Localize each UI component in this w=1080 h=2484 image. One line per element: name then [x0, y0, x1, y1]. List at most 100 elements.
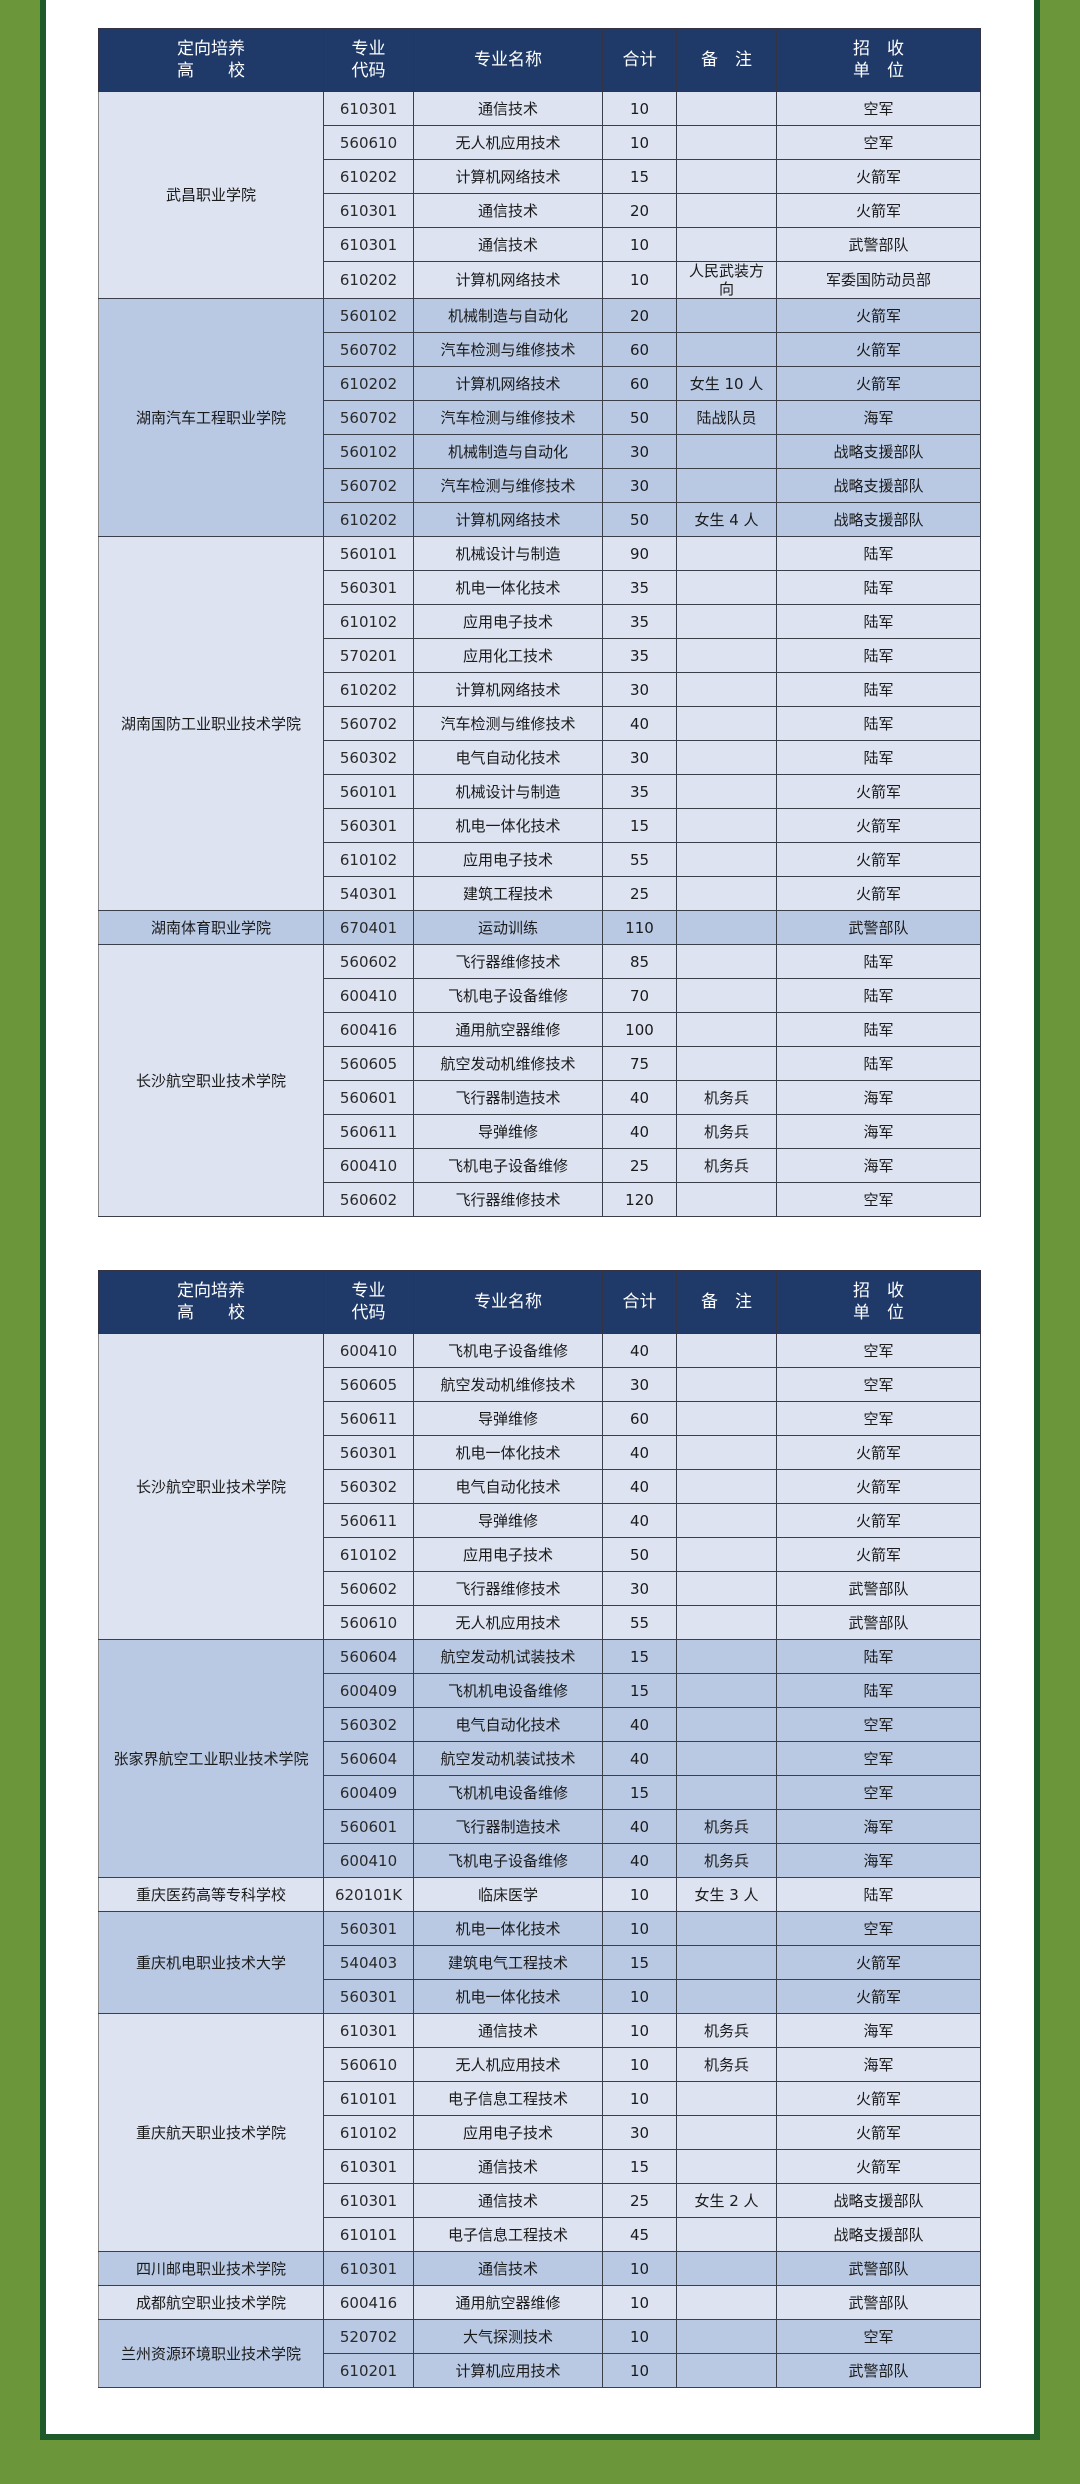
total-cell: 15: [602, 1673, 677, 1708]
recruiting-unit-text: 海军: [863, 2021, 894, 2040]
major-code-text: 560611: [339, 1122, 398, 1141]
major-code-text: 560610: [339, 2055, 398, 2074]
note-cell: [676, 227, 777, 262]
recruiting-unit-cell: 火箭军: [776, 2149, 981, 2184]
note-text: 女生 3 人: [694, 1885, 759, 1904]
note-cell: 女生 10 人: [676, 366, 777, 401]
total-cell: 25: [602, 1148, 677, 1183]
major-name-text: 无人机应用技术: [455, 1613, 561, 1632]
table-row: 560602 飞行器维修技术 30 武警部队: [99, 1571, 981, 1606]
recruiting-unit-cell: 空军: [776, 1775, 981, 1810]
total-cell: 40: [602, 1114, 677, 1149]
major-name-text: 汽车检测与维修技术: [440, 714, 576, 733]
major-name-text: 建筑电气工程技术: [447, 1953, 568, 1972]
college-cell: 武昌职业学院: [98, 91, 324, 299]
major-name-cell: 航空发动机维修技术: [413, 1367, 603, 1402]
table-row: 600410 飞机电子设备维修 25 机务兵 海军: [99, 1148, 981, 1183]
recruiting-unit-cell: 战略支援部队: [776, 502, 981, 537]
recruiting-unit-cell: 火箭军: [776, 2081, 981, 2116]
major-code-text: 560602: [339, 1579, 398, 1598]
note-text: 机务兵: [703, 1122, 749, 1141]
table-row: 600409 飞机机电设备维修 15 空军: [99, 1775, 981, 1810]
recruiting-unit-text: 海军: [863, 1122, 894, 1141]
major-name-text: 航空发动机维修技术: [440, 1375, 576, 1394]
note-cell: [676, 876, 777, 911]
note-text: 女生 4 人: [694, 510, 759, 529]
major-code-text: 560604: [339, 1647, 398, 1666]
total-cell: 40: [602, 1080, 677, 1115]
total-cell: 110: [602, 910, 677, 945]
major-code-text: 560302: [339, 748, 398, 767]
table-row: 610202 计算机网络技术 10 人民武装方向 军委国防动员部: [99, 261, 981, 299]
recruiting-unit-cell: 海军: [776, 2047, 981, 2082]
note-cell: [676, 638, 777, 673]
recruiting-unit-cell: 海军: [776, 1148, 981, 1183]
table-row: 610202 计算机网络技术 30 陆军: [99, 672, 981, 707]
major-name-text: 无人机应用技术: [455, 133, 561, 152]
major-name-cell: 机电一体化技术: [413, 1435, 603, 1470]
major-code-cell: 610301: [323, 193, 414, 228]
recruiting-unit-text: 火箭军: [855, 374, 901, 393]
major-code-cell: 610202: [323, 261, 414, 299]
total-cell: 90: [602, 536, 677, 571]
table-row: 610201 计算机应用技术 10 武警部队: [99, 2353, 981, 2388]
total-text: 30: [629, 748, 650, 767]
note-cell: [676, 944, 777, 979]
major-code-text: 600410: [339, 1156, 398, 1175]
note-cell: [676, 2081, 777, 2116]
total-cell: 40: [602, 1503, 677, 1538]
recruiting-unit-cell: 武警部队: [776, 1605, 981, 1640]
major-name-cell: 航空发动机维修技术: [413, 1046, 603, 1081]
recruiting-unit-text: 空军: [863, 1409, 894, 1428]
major-name-cell: 飞机电子设备维修: [413, 1148, 603, 1183]
major-code-cell: 610202: [323, 159, 414, 194]
major-name-cell: 无人机应用技术: [413, 1605, 603, 1640]
major-name-text: 导弹维修: [477, 1122, 538, 1141]
total-text: 30: [629, 680, 650, 699]
total-cell: 10: [602, 91, 677, 126]
note-cell: [676, 1707, 777, 1742]
major-name-cell: 航空发动机试装技术: [413, 1639, 603, 1674]
major-code-cell: 600410: [323, 1148, 414, 1183]
table-row: 560302 电气自动化技术 40 空军: [99, 1707, 981, 1742]
major-name-text: 电子信息工程技术: [447, 2225, 568, 2244]
major-code-text: 560601: [339, 1817, 398, 1836]
total-text: 30: [629, 2123, 650, 2142]
header-major-code: 专业 代码: [323, 1270, 414, 1334]
recruiting-unit-text: 战略支援部队: [833, 2225, 924, 2244]
recruiting-unit-text: 陆军: [863, 1020, 894, 1039]
major-code-text: 610301: [339, 201, 398, 220]
major-code-cell: 610301: [323, 2149, 414, 2184]
recruiting-unit-cell: 陆军: [776, 978, 981, 1013]
total-text: 30: [629, 1579, 650, 1598]
note-cell: [676, 910, 777, 945]
recruiting-unit-cell: 火箭军: [776, 2115, 981, 2150]
total-cell: 10: [602, 2047, 677, 2082]
college-cell: 重庆机电职业技术大学: [98, 1911, 324, 2014]
total-text: 20: [629, 306, 650, 325]
major-name-cell: 无人机应用技术: [413, 2047, 603, 2082]
recruiting-unit-cell: 陆军: [776, 604, 981, 639]
recruiting-unit-text: 战略支援部队: [833, 510, 924, 529]
recruiting-unit-text: 火箭军: [855, 167, 901, 186]
total-text: 40: [629, 1715, 650, 1734]
major-code-text: 610301: [339, 235, 398, 254]
total-cell: 40: [602, 1435, 677, 1470]
major-name-text: 电气自动化技术: [455, 748, 561, 767]
header-note: 备 注: [676, 1270, 777, 1334]
note-cell: [676, 1605, 777, 1640]
major-name-cell: 导弹维修: [413, 1401, 603, 1436]
recruiting-unit-text: 火箭军: [855, 2089, 901, 2108]
table-row: 560301 机电一体化技术 15 火箭军: [99, 808, 981, 843]
major-code-cell: 610102: [323, 842, 414, 877]
major-name-cell: 飞行器维修技术: [413, 944, 603, 979]
recruiting-unit-cell: 战略支援部队: [776, 434, 981, 469]
table-row: 成都航空职业技术学院 600416 通用航空器维修 10 武警部队: [98, 2285, 981, 2320]
total-cell: 10: [602, 1911, 677, 1946]
note-cell: [676, 1503, 777, 1538]
major-name-cell: 通信技术: [413, 2183, 603, 2218]
major-name-text: 飞机电子设备维修: [447, 986, 568, 1005]
table-row: 湖南国防工业职业技术学院 560101 机械设计与制造 90 陆军: [98, 536, 981, 911]
note-cell: 陆战队员: [676, 400, 777, 435]
recruiting-unit-text: 武警部队: [848, 1579, 909, 1598]
